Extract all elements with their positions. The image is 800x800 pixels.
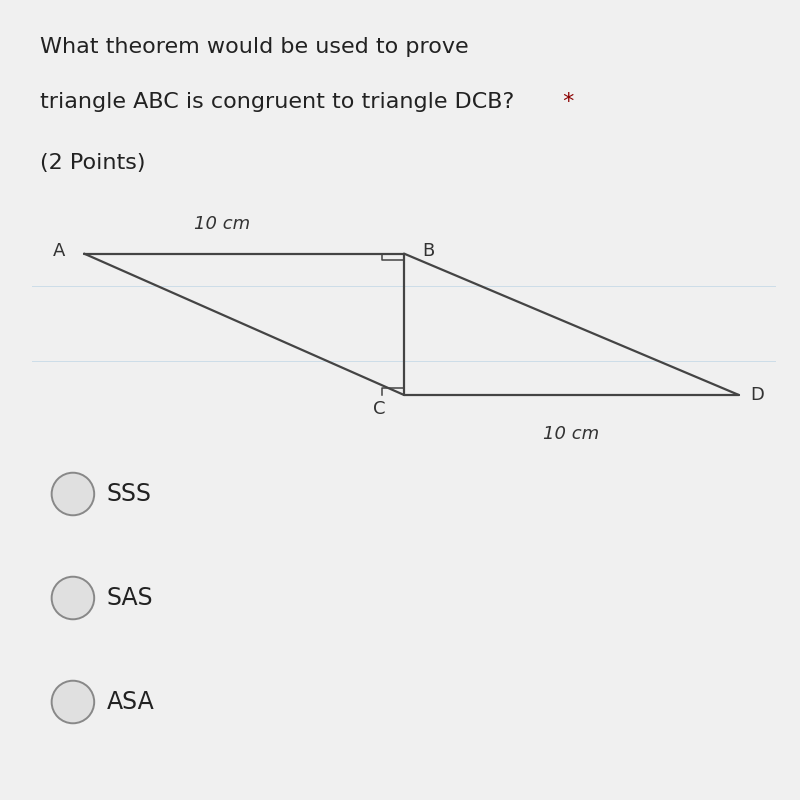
- Text: What theorem would be used to prove: What theorem would be used to prove: [40, 37, 469, 57]
- Text: 10 cm: 10 cm: [543, 425, 599, 442]
- Text: ASA: ASA: [106, 690, 154, 714]
- Ellipse shape: [52, 473, 94, 515]
- Text: triangle ABC is congruent to triangle DCB?: triangle ABC is congruent to triangle DC…: [40, 92, 514, 112]
- Text: B: B: [422, 242, 435, 260]
- Text: (2 Points): (2 Points): [40, 153, 146, 173]
- Text: A: A: [53, 242, 66, 260]
- Ellipse shape: [52, 681, 94, 723]
- Text: C: C: [373, 399, 386, 418]
- Text: 10 cm: 10 cm: [194, 215, 250, 233]
- Text: SAS: SAS: [106, 586, 153, 610]
- Text: D: D: [750, 386, 764, 404]
- Text: *: *: [556, 92, 574, 112]
- Text: SSS: SSS: [106, 482, 151, 506]
- Ellipse shape: [52, 577, 94, 619]
